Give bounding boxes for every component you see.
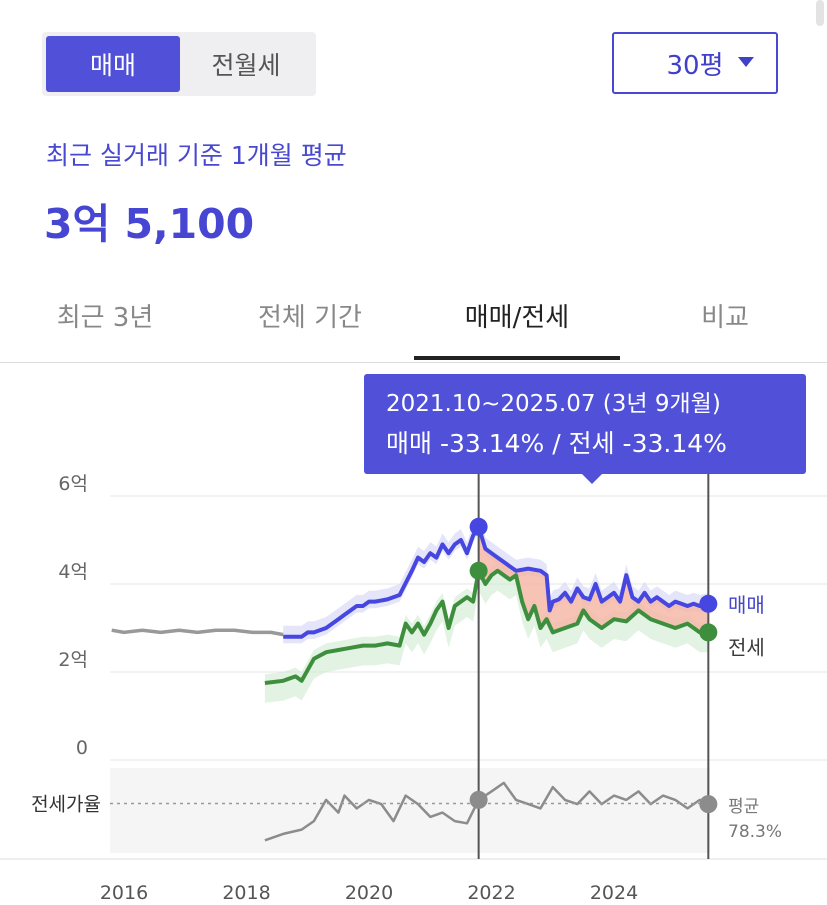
price-value: 3억 5,100 [44, 200, 255, 248]
tab-all-period[interactable]: 전체 기간 [258, 302, 362, 333]
y-tick-label: 4억 [58, 561, 88, 583]
active-tab-indicator [414, 356, 620, 360]
range-tooltip: 2021.10~2025.07 (3년 9개월) 매매 -33.14% / 전세… [364, 374, 806, 484]
period-tabs: 최근 3년 전체 기간 매매/전세 비교 [0, 280, 827, 363]
size-select-value: 30평 [666, 50, 724, 81]
tooltip-arrow [582, 474, 602, 484]
y-tick-label: 0 [76, 737, 88, 759]
sale-start-point [469, 517, 488, 536]
sale-end-point [699, 594, 718, 613]
jeonse-range-band [264, 562, 709, 703]
ratio-start-point [469, 790, 488, 809]
x-tick-label: 2018 [222, 882, 270, 903]
x-tick-label: 2022 [467, 882, 515, 903]
y-tick-label: 6억 [58, 473, 88, 495]
jeonse-start-point [469, 561, 488, 580]
caret-down-icon [738, 57, 754, 67]
jeonse-end-point [699, 623, 718, 642]
history-series-line [111, 628, 284, 637]
jeonse-end-label: 전세 [728, 635, 765, 659]
jeonse-series-line [264, 568, 709, 685]
y-tick-label: 2억 [58, 649, 88, 671]
x-tick-label: 2016 [100, 882, 148, 903]
sale-series-line [283, 524, 709, 639]
price-caption: 최근 실거래 기준 1개월 평균 [46, 141, 347, 170]
scrollbar-thumb[interactable] [816, 0, 824, 26]
ratio-label: 전세가율 [31, 793, 101, 815]
sale-tab-button[interactable]: 매매 [46, 36, 180, 92]
tooltip-period: 2021.10~2025.07 (3년 9개월) [386, 391, 721, 417]
ratio-average-label: 평균 [728, 797, 759, 817]
ratio-series-line [264, 781, 709, 842]
trade-type-toggle: 매매 전월세 [42, 32, 316, 96]
ratio-average-value: 78.3% [728, 822, 782, 842]
ratio-end-point [699, 795, 718, 814]
x-tick-label: 2020 [345, 882, 393, 903]
rent-tab-button[interactable]: 전월세 [211, 51, 281, 80]
x-tick-label: 2024 [590, 882, 638, 903]
tab-compare[interactable]: 비교 [701, 302, 749, 333]
size-select[interactable]: 30평 [612, 32, 778, 94]
ratio-band [110, 768, 710, 853]
tooltip-change: 매매 -33.14% / 전세 -33.14% [386, 429, 727, 458]
sale-end-label: 매매 [728, 593, 765, 617]
tab-sale-jeonse[interactable]: 매매/전세 [464, 302, 570, 333]
tab-recent-3y[interactable]: 최근 3년 [56, 302, 154, 333]
